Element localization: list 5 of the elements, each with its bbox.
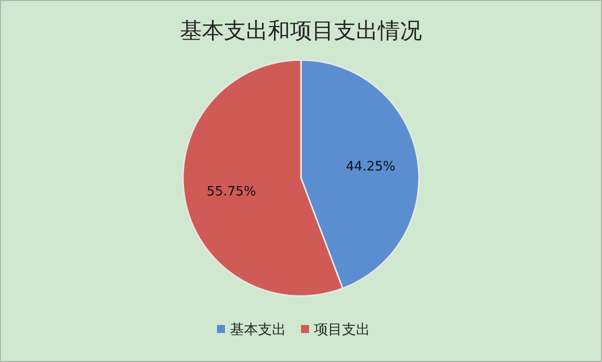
legend-label: 项目支出 <box>314 322 370 338</box>
legend-label: 基本支出 <box>230 322 286 338</box>
data-label: 44.25% <box>346 159 396 174</box>
data-label: 55.75% <box>206 184 256 200</box>
chart-title: 基本支出和项目支出情况 <box>180 19 422 44</box>
